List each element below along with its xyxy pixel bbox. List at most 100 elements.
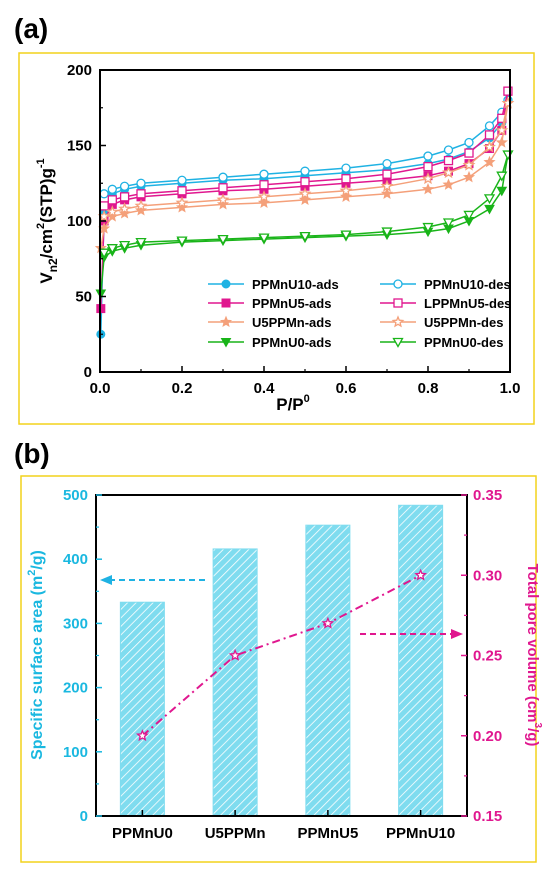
isotherm-point (463, 210, 475, 221)
isotherm-point (105, 205, 119, 218)
isotherm-ytick-label: 0 (84, 364, 92, 381)
isotherm-point (300, 177, 310, 187)
panel-b-frame (20, 475, 537, 863)
legend-swatch-marker (219, 315, 233, 328)
isotherm-xtick-label: 0.8 (418, 380, 439, 397)
isotherm-point (99, 189, 109, 199)
isotherm-point (464, 148, 474, 158)
isotherm-ytick-label: 50 (75, 289, 92, 306)
pore-volume-series (135, 568, 428, 742)
isotherm-legend: PPMnU10-ads PPMnU10-des PPMnU5-ads LPPMnU5-… (208, 277, 511, 350)
surface-area-bar (398, 504, 444, 817)
bar-ytick-label: 400 (63, 551, 88, 568)
isotherm-point (421, 171, 435, 185)
isotherm-point (483, 140, 496, 153)
isotherm-point (257, 190, 271, 203)
isotherm-point (134, 199, 148, 212)
isotherm-point (464, 137, 474, 148)
isotherm-point (495, 123, 509, 136)
isotherm-point (442, 165, 455, 179)
isotherm-point (118, 202, 132, 215)
legend-label: LPPMnU5-des (424, 296, 511, 311)
pore-volume-point (228, 648, 242, 661)
surface-area-bars (119, 504, 444, 817)
bar-category-label: U5PPMn (205, 825, 266, 842)
legend-swatch-marker (391, 315, 405, 328)
isotherm-xtick-label: 0.2 (172, 380, 193, 397)
isotherm-xtick-label: 0.4 (254, 380, 276, 397)
isotherm-point (483, 194, 496, 205)
surface-area-ylabel: Specific surface area (m2/g) (26, 550, 46, 760)
isotherm-point (298, 187, 312, 200)
isotherm-xtick-label: 1.0 (500, 380, 521, 397)
isotherm-point (443, 155, 454, 166)
arrow-right-head (451, 629, 463, 639)
isotherm-point (422, 222, 434, 233)
legend-item: PPMnU10-des (380, 277, 511, 292)
isotherm-point (483, 155, 496, 168)
isotherm-point (382, 158, 392, 169)
isotherm-point (484, 130, 495, 140)
isotherm-point (106, 244, 118, 255)
surface-area-plot: PPMnU0 U5PPMn PPMnU5 PPMnU10 0 100 200 300 400 50… (26, 487, 543, 842)
isotherm-point (496, 171, 508, 182)
isotherm-point (484, 204, 495, 215)
legend-item: PPMnU10-ads (208, 277, 339, 292)
isotherm-point (216, 198, 230, 210)
surface-area-bar (305, 524, 351, 817)
legend-label: PPMnU0-des (424, 335, 503, 350)
legend-swatch-marker (393, 298, 403, 308)
bar-ytick-label: 100 (63, 744, 88, 761)
isotherm-series-5 (97, 96, 515, 222)
isotherm-xtick-label: 0.6 (336, 380, 357, 397)
panel-a-label: (a) (14, 13, 48, 44)
isotherm-point (382, 169, 392, 179)
isotherm-point (421, 182, 435, 195)
isotherm-point (177, 175, 187, 185)
isotherm-point (175, 201, 189, 213)
bar-category-label: PPMnU0 (112, 825, 173, 842)
isotherm-line (103, 154, 509, 254)
isotherm-point (495, 136, 508, 148)
isotherm-point (300, 166, 310, 176)
legend-swatch-marker (393, 279, 403, 289)
isotherm-point (107, 195, 117, 205)
isotherm-ytick-label: 150 (67, 138, 92, 155)
panel-b-label: (b) (14, 438, 50, 469)
surface-area-ticks: PPMnU0 U5PPMn PPMnU5 PPMnU10 0 100 200 300 400 50… (63, 487, 502, 842)
isotherm-point (98, 248, 110, 259)
isotherm-point (380, 187, 394, 199)
isotherm-point (118, 241, 131, 251)
legend-item: PPMnU0-ads (208, 335, 331, 350)
isotherm-point (259, 169, 269, 179)
legend-swatch-marker (221, 298, 231, 308)
panel-a-frame (18, 52, 535, 425)
bar-ytick-label: 500 (63, 487, 88, 504)
isotherm-point (381, 227, 393, 238)
isotherm-point (217, 234, 229, 245)
isotherm-point (502, 150, 514, 161)
isotherm-ytick-label: 100 (67, 213, 92, 230)
isotherm-point (134, 204, 148, 216)
pore-ytick-label: 0.25 (473, 648, 502, 665)
legend-item: PPMnU5-ads (208, 296, 331, 311)
legend-item: LPPMnU5-des (380, 296, 511, 311)
isotherm-series-3 (99, 86, 513, 211)
isotherm-point (462, 170, 476, 183)
pore-volume-point (321, 616, 335, 629)
pore-ytick-label: 0.20 (473, 728, 502, 745)
isotherm-point (423, 151, 433, 161)
isotherm-point (99, 201, 109, 211)
isotherm-point (340, 230, 352, 241)
isotherm-xlabel: P/P0 (276, 393, 310, 414)
isotherm-point (136, 178, 146, 188)
pore-ytick-label: 0.15 (473, 808, 502, 825)
legend-swatch-marker (220, 338, 232, 348)
legend-swatch-marker (221, 279, 231, 289)
isotherm-point (299, 231, 311, 242)
isotherm-point (339, 184, 353, 197)
bar-category-label: PPMnU10 (386, 825, 455, 842)
surface-area-bar (212, 548, 258, 817)
isotherm-xtick-label: 0.0 (90, 380, 111, 397)
